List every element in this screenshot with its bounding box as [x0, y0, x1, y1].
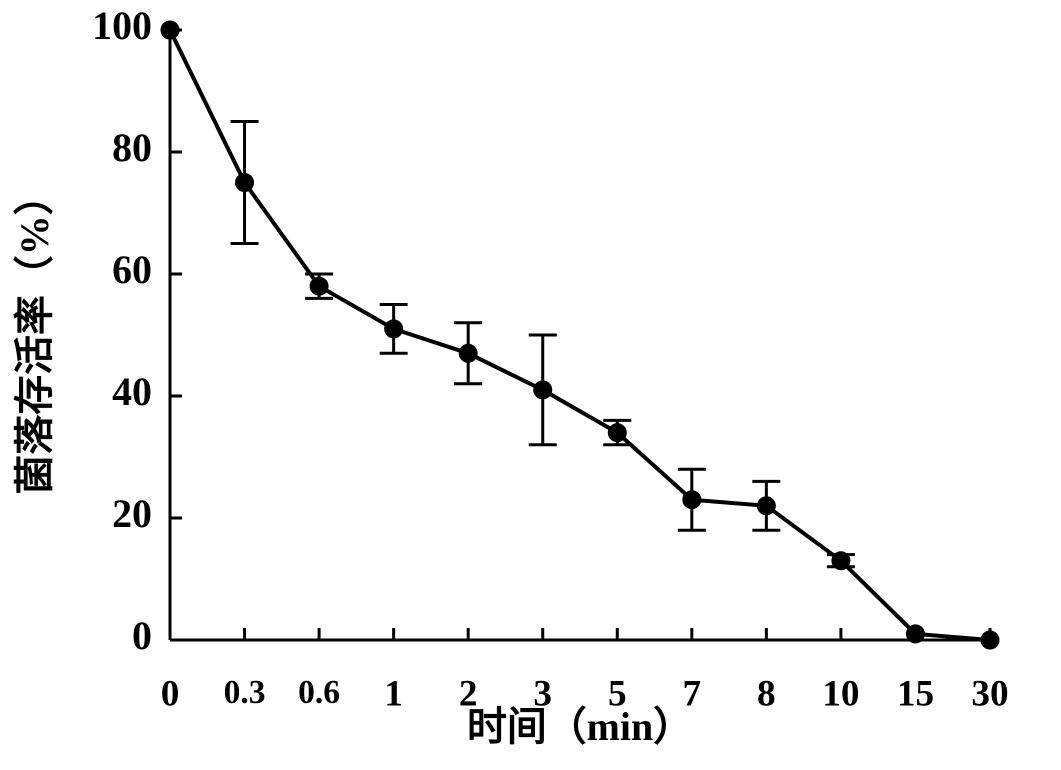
data-point [534, 381, 552, 399]
data-point [385, 320, 403, 338]
x-tick-label: 10 [822, 674, 859, 715]
x-tick-label: 0 [161, 674, 180, 715]
x-tick-label: 15 [897, 674, 934, 715]
chart-container: 02040608010000.30.6123578101530菌落存活率（%）时… [0, 0, 1061, 770]
x-tick-label: 30 [971, 674, 1008, 715]
x-tick-label: 0.6 [298, 674, 340, 711]
data-point [906, 625, 924, 643]
data-point [161, 21, 179, 39]
y-tick-label: 40 [112, 369, 152, 414]
x-tick-label: 8 [757, 674, 776, 715]
data-point [459, 344, 477, 362]
data-point [683, 491, 701, 509]
data-point [236, 174, 254, 192]
data-point [981, 631, 999, 649]
y-tick-label: 0 [132, 613, 152, 658]
x-tick-label: 0.3 [224, 674, 266, 711]
data-point [757, 497, 775, 515]
y-tick-label: 100 [92, 3, 152, 48]
y-tick-label: 20 [112, 491, 152, 536]
data-point [310, 277, 328, 295]
y-tick-label: 80 [112, 125, 152, 170]
y-tick-label: 60 [112, 247, 152, 292]
data-point [832, 552, 850, 570]
data-point [608, 424, 626, 442]
survival-chart: 02040608010000.30.6123578101530菌落存活率（%）时… [0, 0, 1061, 770]
x-axis-label: 时间（min） [467, 704, 693, 749]
x-tick-label: 1 [384, 674, 403, 715]
y-axis-label: 菌落存活率（%） [12, 175, 57, 494]
